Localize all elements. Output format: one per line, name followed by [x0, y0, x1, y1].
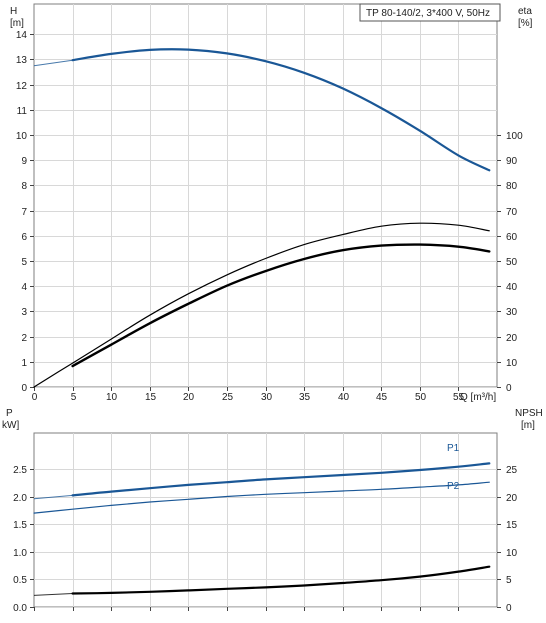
- left-axis-unit: [m]: [10, 18, 24, 29]
- left-axis-unit: kW]: [2, 420, 19, 431]
- right-axis-title: NPSH: [515, 408, 543, 419]
- series-line-p1: [71, 462, 491, 497]
- right-tick-label: 60: [506, 232, 518, 243]
- series-line-0-2: [71, 243, 491, 368]
- right-tick-label: 0: [506, 383, 512, 394]
- series-extension: [33, 59, 73, 67]
- head-efficiency-panel: 0123456789101112131401020304050607080901…: [10, 3, 533, 403]
- left-tick-label: 9: [21, 156, 27, 167]
- right-tick-label: 5: [506, 575, 512, 586]
- series-line-0-0: [71, 48, 491, 172]
- left-tick-label: 1.0: [13, 548, 27, 559]
- right-tick-label: 20: [506, 333, 518, 344]
- left-axis-title: P: [6, 408, 13, 419]
- left-axis-title: H: [10, 6, 17, 17]
- right-tick-label: 80: [506, 181, 518, 192]
- left-tick-label: 2.0: [13, 493, 27, 504]
- right-tick-label: 30: [506, 307, 518, 318]
- left-tick-label: 5: [21, 257, 27, 268]
- x-tick-label: 35: [299, 392, 311, 403]
- right-tick-label: 10: [506, 358, 518, 369]
- left-tick-label: 6: [21, 232, 27, 243]
- x-tick-label: 0: [32, 392, 38, 403]
- chart-title-box: TP 80-140/2, 3*400 V, 50Hz: [359, 3, 501, 22]
- right-tick-label: 20: [506, 493, 518, 504]
- right-tick-label: 100: [506, 131, 523, 142]
- x-tick-label: 25: [222, 392, 234, 403]
- left-tick-label: 12: [16, 81, 28, 92]
- power-npsh-panel: 0.0 0.5 1.0 1.5 2.0 2.5 0 5 10 15 20 25 PkW] NPSH[m] P…: [2, 408, 543, 614]
- left-tick-label: 1: [21, 358, 27, 369]
- right-tick-label: 10: [506, 548, 518, 559]
- series-extension: [33, 494, 73, 500]
- x-tick-label: 30: [261, 392, 273, 403]
- x-axis-label: Q [m³/h]: [460, 392, 496, 403]
- x-tick-label: 20: [183, 392, 195, 403]
- x-tick-label: 5: [71, 392, 77, 403]
- left-tick-label: 2.5: [13, 465, 27, 476]
- series-line-p2: [33, 481, 490, 514]
- plot-area: [33, 432, 498, 608]
- right-tick-label: 70: [506, 207, 518, 218]
- right-tick-label: 15: [506, 520, 518, 531]
- left-tick-label: 1.5: [13, 520, 27, 531]
- right-axis-title: eta: [518, 6, 532, 17]
- right-tick-label: 40: [506, 282, 518, 293]
- left-tick-label: 4: [21, 282, 27, 293]
- right-axis-unit: [m]: [521, 420, 535, 431]
- x-tick-label: 50: [415, 392, 427, 403]
- right-tick-label: 50: [506, 257, 518, 268]
- left-tick-label: 7: [21, 207, 27, 218]
- series-label-p1: P1: [447, 443, 460, 454]
- left-tick-label: 10: [16, 131, 28, 142]
- left-tick-label: 13: [16, 55, 28, 66]
- series-label-p2: P2: [447, 481, 460, 492]
- left-tick-label: 3: [21, 307, 27, 318]
- right-axis-unit: [%]: [518, 18, 533, 29]
- left-tick-label: 0: [21, 383, 27, 394]
- left-tick-label: 0.5: [13, 575, 27, 586]
- title-frame: [359, 3, 501, 22]
- series-line-1-2: [71, 565, 491, 595]
- x-tick-label: 45: [376, 392, 388, 403]
- right-tick-label: 90: [506, 156, 518, 167]
- left-tick-label: 8: [21, 181, 27, 192]
- left-tick-label: 2: [21, 333, 27, 344]
- right-tick-label: 25: [506, 465, 518, 476]
- x-tick-label: 55: [453, 392, 465, 403]
- chart-title: TP 80-140/2, 3*400 V, 50Hz: [366, 8, 490, 19]
- series-line-0-1: [33, 222, 490, 388]
- x-tick-label: 40: [338, 392, 350, 403]
- x-tick-label: 15: [145, 392, 157, 403]
- x-tick-label: 10: [106, 392, 118, 403]
- left-tick-label: 11: [17, 106, 28, 117]
- left-tick-label: 14: [16, 30, 28, 41]
- left-tick-label: 0.0: [13, 603, 27, 614]
- right-tick-label: 0: [506, 603, 512, 614]
- series-extension: [33, 593, 73, 596]
